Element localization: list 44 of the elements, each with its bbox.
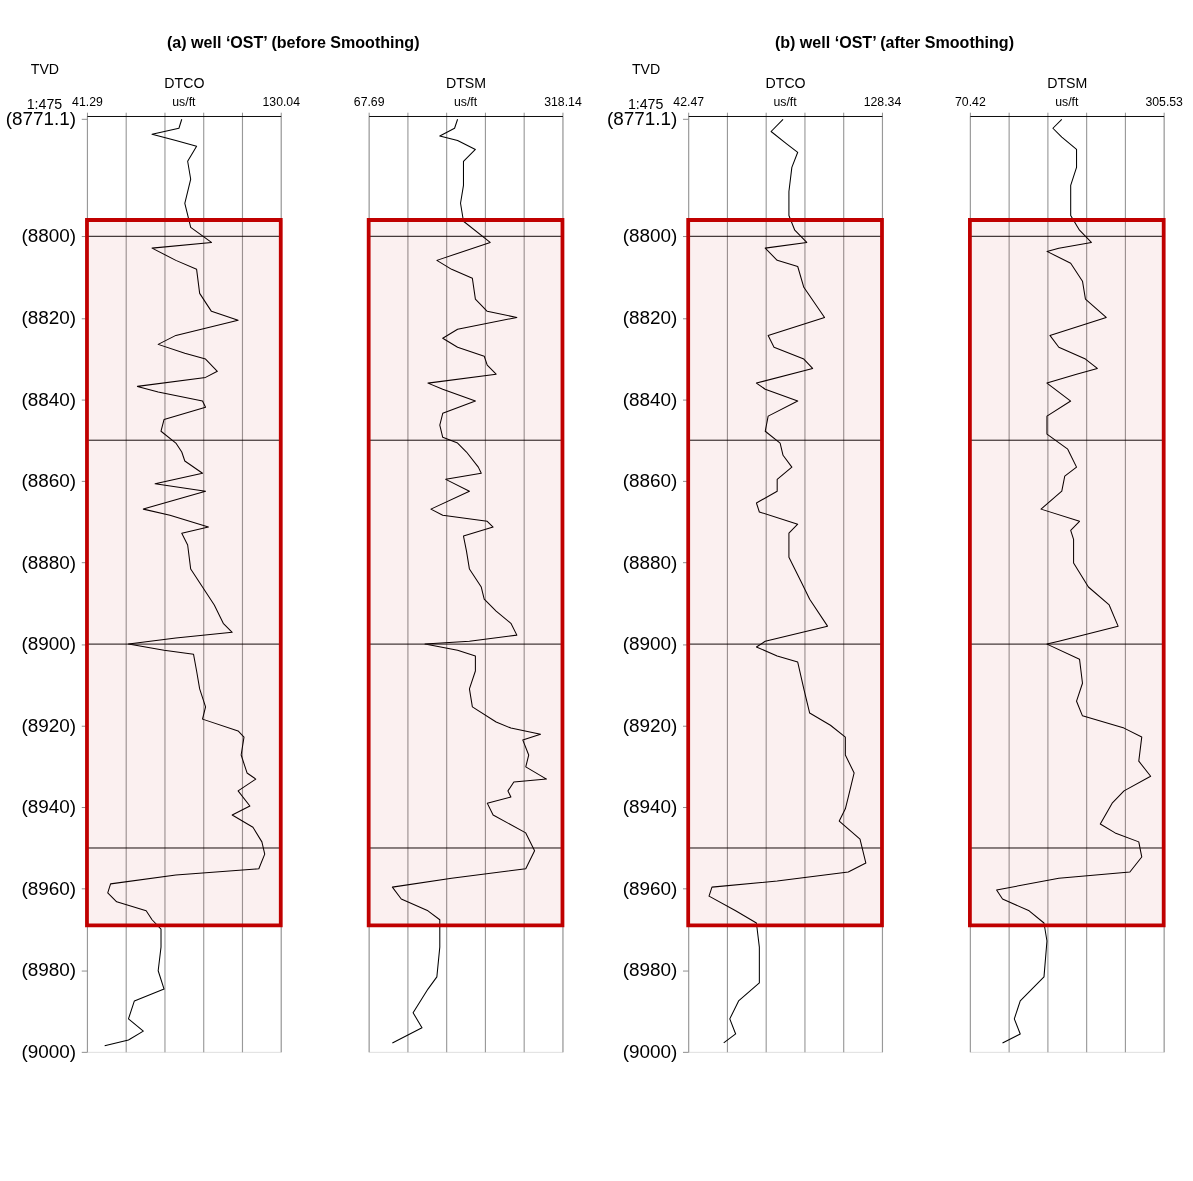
x-axis-title: DTCO: [765, 75, 806, 92]
x-tick-label: 318.14: [544, 95, 582, 110]
x-tick-label: 67.69: [353, 95, 385, 110]
chart-title: (b) well ‘OST’ (after Smoothing): [774, 33, 1015, 52]
x-tick-label: 305.53: [1145, 95, 1184, 110]
text: us/ft: [773, 94, 798, 109]
text: us/ft: [1055, 94, 1079, 109]
y-tick-label: (8920): [21, 714, 77, 736]
x-axis-title: DTSM: [445, 75, 487, 92]
y-tick-label: (8820): [622, 307, 678, 329]
y-tick-label: (8860): [21, 470, 77, 492]
chart-title: (a) well ‘OST’ (before Smoothing): [166, 33, 420, 52]
text: 1:475: [627, 96, 664, 113]
y-tick-label: (8960): [622, 877, 678, 899]
y-tick-label: (8820): [21, 307, 77, 329]
y-tick-label: (8840): [21, 388, 77, 410]
x-axis-title: DTSM: [1047, 75, 1088, 92]
y-tick-label: (8880): [21, 551, 77, 573]
y-axis-title: TVD: [30, 60, 60, 77]
x-tick-label: 70.42: [955, 95, 986, 110]
x-tick-label: 41.29: [72, 95, 103, 110]
y-tick-label: (8800): [21, 225, 77, 247]
x-tick-label: 128.34: [863, 95, 902, 110]
y-tick-label: (8920): [622, 714, 678, 736]
y-tick-label: (8840): [622, 388, 678, 410]
x-axis-title: DTCO: [164, 75, 205, 92]
y-tick-label: (8900): [622, 633, 678, 655]
y-tick-label: (8900): [21, 633, 77, 655]
text: us/ft: [172, 94, 197, 109]
y-tick-label: (9000): [622, 1041, 678, 1063]
y-tick-label: (8980): [622, 959, 678, 981]
text: 1:475: [26, 96, 63, 113]
y-axis-title: TVD: [631, 60, 661, 77]
y-tick-label: (8940): [21, 796, 77, 818]
x-tick-label: 130.04: [262, 95, 301, 110]
x-tick-label: 42.47: [673, 95, 705, 110]
y-tick-label: (8800): [622, 225, 678, 247]
y-tick-label: (8860): [622, 470, 678, 492]
text: us/ft: [453, 94, 478, 109]
y-tick-label: (8980): [21, 959, 77, 981]
y-tick-label: (8960): [21, 877, 77, 899]
y-tick-label: (8940): [622, 796, 678, 818]
y-tick-label: (8880): [622, 551, 678, 573]
y-tick-label: (9000): [21, 1041, 77, 1063]
